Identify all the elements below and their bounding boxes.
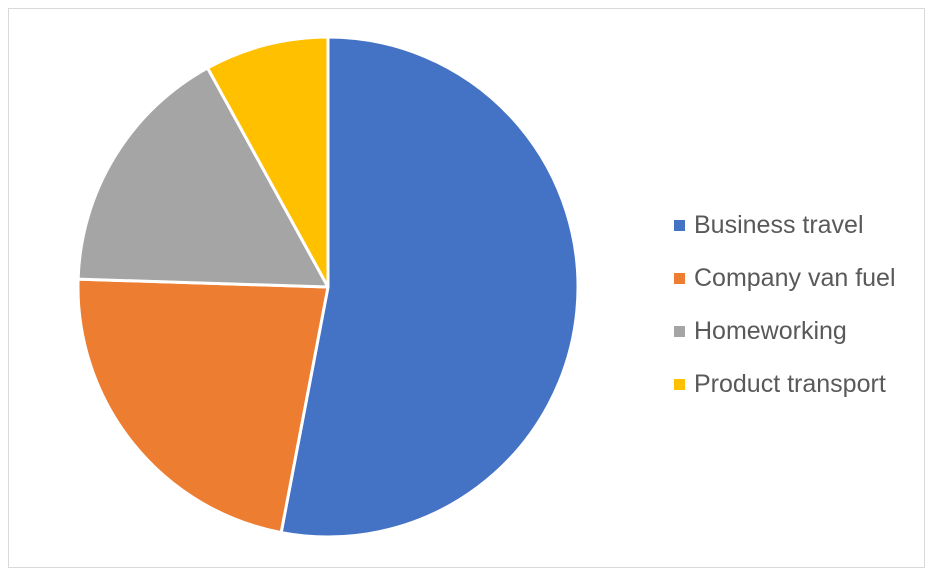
legend-label-homeworking: Homeworking: [694, 317, 847, 345]
legend: Business travel Company van fuel Homewor…: [674, 199, 896, 411]
legend-swatch-homeworking: [674, 326, 685, 337]
legend-label-product-transport: Product transport: [694, 370, 886, 398]
legend-item-product-transport: Product transport: [674, 358, 896, 411]
pie-slice-business-travel: [279, 35, 580, 539]
legend-swatch-product-transport: [674, 379, 685, 390]
legend-swatch-company-van-fuel: [674, 273, 685, 284]
legend-label-company-van-fuel: Company van fuel: [694, 264, 896, 292]
legend-label-business-travel: Business travel: [694, 211, 864, 239]
pie-slice-company-van-fuel: [76, 277, 330, 535]
legend-item-homeworking: Homeworking: [674, 305, 896, 358]
chart-area: Business travel Company van fuel Homewor…: [8, 8, 925, 568]
pie-slice-product-transport: [206, 35, 330, 289]
pie-chart: [76, 35, 580, 539]
legend-swatch-business-travel: [674, 220, 685, 231]
legend-item-business-travel: Business travel: [674, 199, 896, 252]
legend-item-company-van-fuel: Company van fuel: [674, 252, 896, 305]
pie-slice-homeworking: [76, 66, 330, 289]
